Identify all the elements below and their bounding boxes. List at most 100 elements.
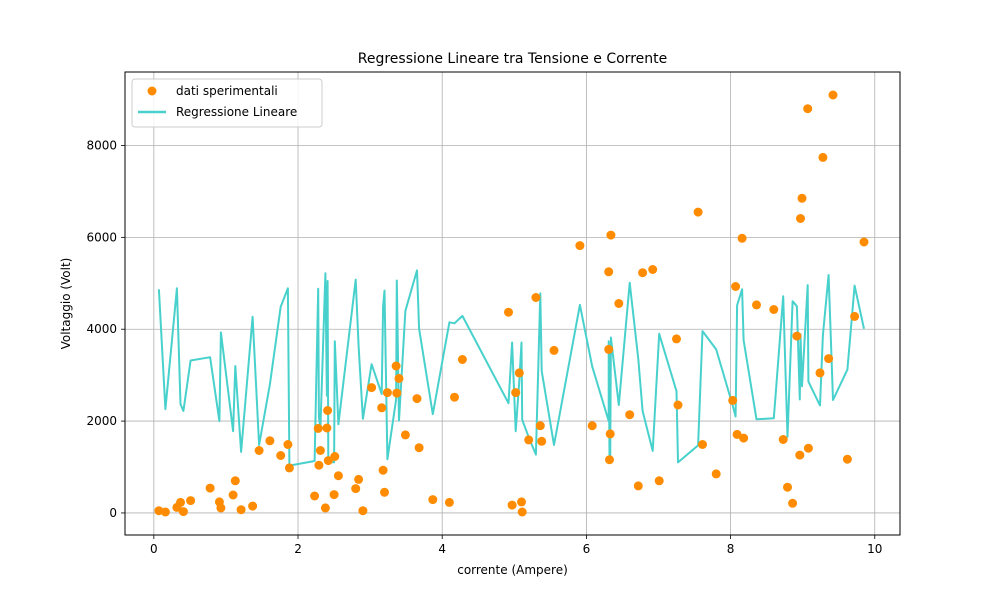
data-point xyxy=(358,506,368,516)
data-point xyxy=(450,392,459,402)
data-point xyxy=(859,237,869,247)
x-tick-label: 0 xyxy=(150,542,158,556)
data-point xyxy=(323,456,333,466)
data-point xyxy=(517,507,527,517)
data-point xyxy=(633,481,643,491)
data-point xyxy=(625,410,635,420)
data-point xyxy=(329,490,339,500)
y-axis-label: Voltaggio (Volt) xyxy=(59,258,73,350)
data-point xyxy=(394,373,404,383)
data-point xyxy=(795,450,805,460)
data-point xyxy=(535,421,545,431)
data-point xyxy=(230,476,240,486)
data-point xyxy=(216,503,226,513)
data-point xyxy=(236,505,246,515)
data-point xyxy=(842,454,852,464)
data-point xyxy=(323,406,333,415)
x-tick-label: 6 xyxy=(583,542,591,556)
data-point xyxy=(672,334,681,344)
y-tick-label: 0 xyxy=(109,506,117,520)
data-point xyxy=(284,463,294,473)
data-point xyxy=(769,305,779,314)
data-point xyxy=(693,207,703,217)
data-point xyxy=(178,507,188,517)
data-point xyxy=(818,152,828,162)
data-point xyxy=(382,388,392,398)
data-point xyxy=(587,421,597,431)
legend-label-line: Regressione Lineare xyxy=(176,105,297,119)
legend-label-scatter: dati sperimentali xyxy=(176,84,278,98)
data-point xyxy=(606,230,616,240)
data-point xyxy=(778,435,788,444)
data-point xyxy=(731,282,741,291)
data-point xyxy=(638,268,648,278)
data-point xyxy=(531,293,541,302)
data-point xyxy=(392,388,402,398)
data-point xyxy=(314,460,324,470)
y-tick-label: 4000 xyxy=(86,322,117,336)
data-point xyxy=(391,361,401,371)
data-point xyxy=(737,233,747,243)
legend: dati sperimentali Regressione Lineare xyxy=(131,78,323,128)
data-point xyxy=(604,267,614,277)
data-point xyxy=(265,436,275,446)
data-point xyxy=(330,452,340,461)
data-point xyxy=(605,455,614,465)
data-point xyxy=(205,483,215,493)
data-point xyxy=(797,193,807,203)
legend-marker-scatter xyxy=(147,86,157,96)
data-point xyxy=(511,388,521,398)
data-point xyxy=(414,443,424,453)
data-point xyxy=(524,435,534,445)
data-point xyxy=(739,433,749,443)
data-point xyxy=(549,345,559,355)
data-point xyxy=(783,482,792,492)
data-point xyxy=(728,395,738,405)
data-point xyxy=(457,355,467,364)
y-tick-label: 2000 xyxy=(86,414,117,428)
data-point xyxy=(815,368,825,378)
data-point xyxy=(792,331,802,341)
data-point xyxy=(313,423,323,433)
data-point xyxy=(698,440,707,449)
data-point xyxy=(322,423,332,433)
regression-line-layer xyxy=(157,269,865,467)
data-point xyxy=(377,403,387,413)
data-point xyxy=(228,490,238,500)
data-point xyxy=(850,311,860,321)
data-point xyxy=(796,214,805,223)
data-point xyxy=(380,487,389,497)
data-point xyxy=(351,484,361,494)
data-point xyxy=(378,465,388,475)
x-tick-label: 8 xyxy=(727,542,735,556)
data-point xyxy=(824,354,834,364)
data-point xyxy=(412,394,422,404)
plot-frame xyxy=(124,71,901,536)
regression-line xyxy=(157,269,865,467)
scatter-points-layer xyxy=(154,90,869,517)
x-axis-label: corrente (Ampere) xyxy=(457,563,568,577)
data-point xyxy=(428,495,438,505)
data-point xyxy=(333,471,343,481)
data-point xyxy=(186,496,196,506)
data-point xyxy=(517,497,526,507)
data-point xyxy=(537,436,547,446)
y-tick-label: 6000 xyxy=(86,230,117,244)
data-point xyxy=(320,503,330,513)
data-point xyxy=(605,429,615,439)
y-tick-label: 8000 xyxy=(86,138,117,152)
data-point xyxy=(654,476,664,486)
data-point xyxy=(614,299,624,308)
data-point xyxy=(514,368,524,378)
data-point xyxy=(788,498,798,508)
data-point xyxy=(828,90,838,100)
data-point xyxy=(504,307,513,317)
axis-ticks: 0 2 4 6 8 10 0 2000 4000 6000 8000 xyxy=(86,138,882,556)
data-point xyxy=(176,497,185,507)
data-point xyxy=(310,491,320,501)
chart-title: Regressione Lineare tra Tensione e Corre… xyxy=(358,51,667,67)
data-point xyxy=(160,507,170,517)
data-point xyxy=(507,500,517,510)
x-tick-label: 10 xyxy=(867,542,882,556)
legend-box xyxy=(131,78,323,128)
